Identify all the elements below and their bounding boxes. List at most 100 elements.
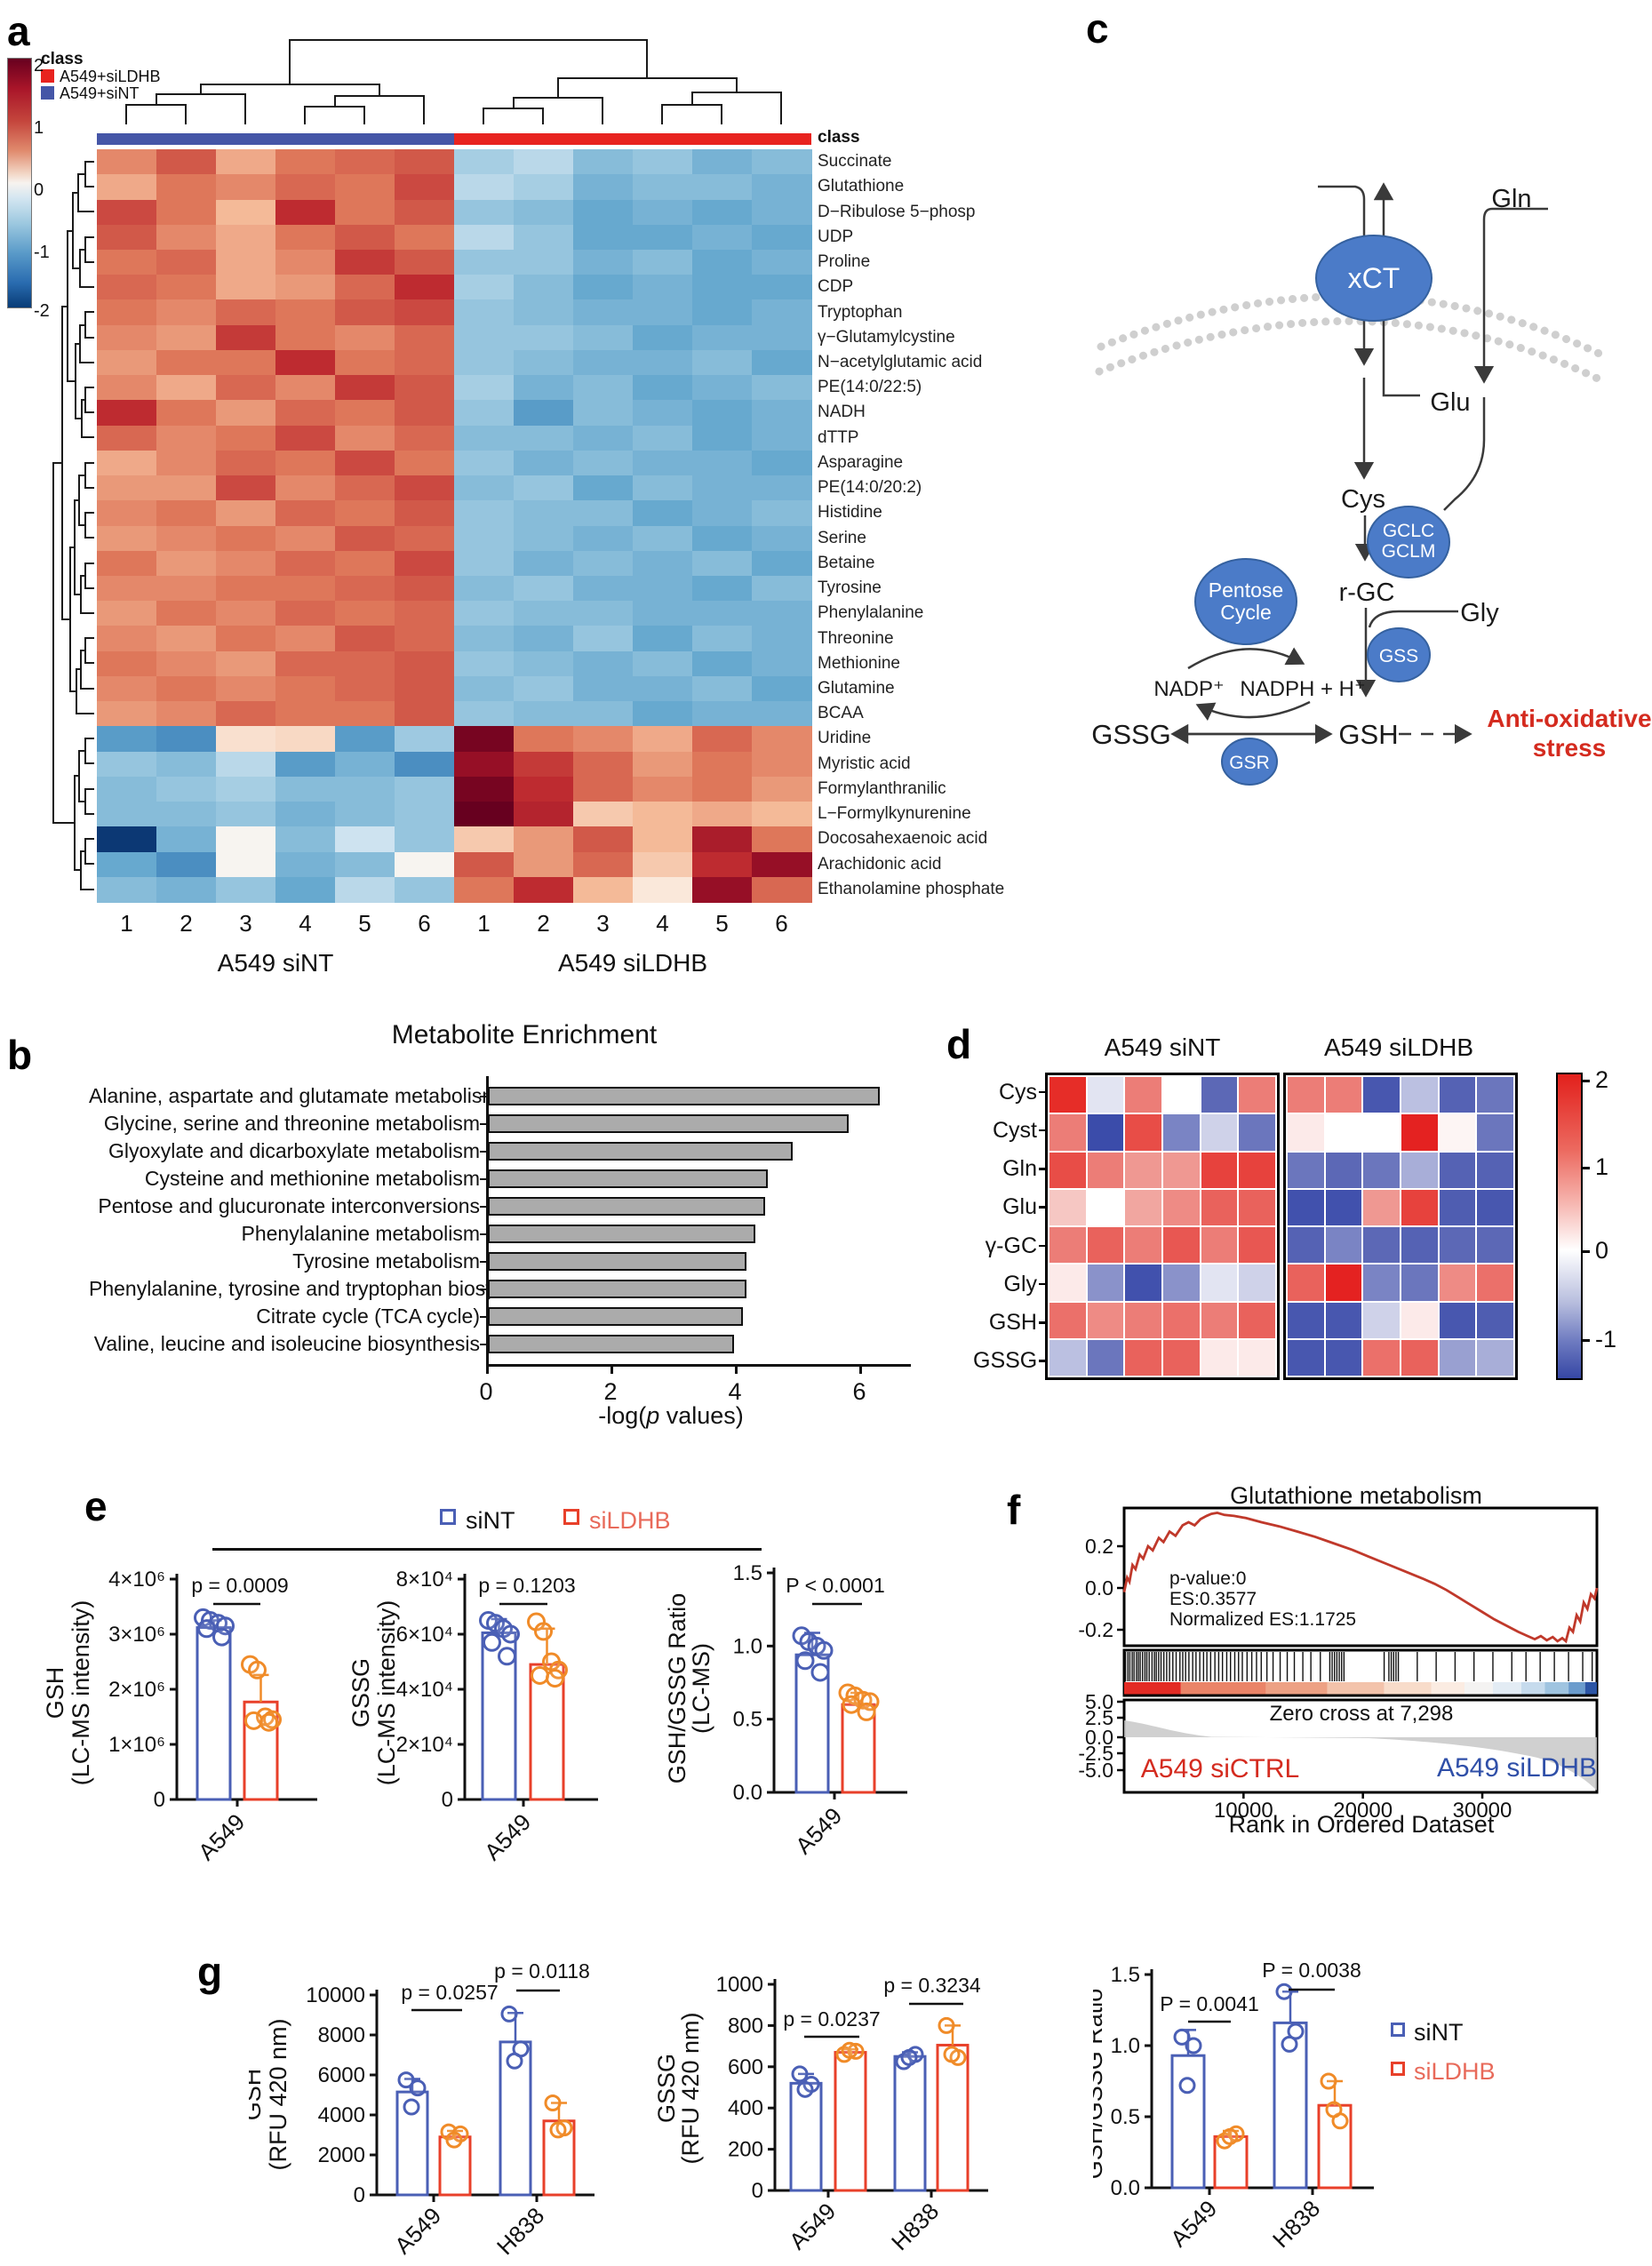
heatmap-d-cell [1325,1227,1362,1264]
heatmap-a-cell [216,525,276,552]
heatmap-a-cell [692,475,753,501]
svg-text:A549 siLDHB: A549 siLDHB [1437,1753,1597,1783]
heatmap-d-cell [1477,1189,1513,1225]
heatmap-d-cell [1239,1302,1275,1338]
heatmap-a-cell [275,751,336,778]
heatmap-a-col-number: 2 [180,910,193,937]
heatmap-a-cell [335,626,395,652]
panel-b-title: Metabolite Enrichment [391,1020,658,1049]
heatmap-a-cell [454,174,515,201]
legend-g-square-siNT [1391,2023,1405,2037]
colorbar-a-tick: 0 [34,180,44,200]
nadp-label: NADP⁺ [1153,677,1224,701]
heatmap-a-cell [514,876,574,903]
heatmap-a-cell [454,876,515,903]
heatmap-a-cell [335,851,395,878]
heatmap-d-cell [1125,1152,1161,1188]
heatmap-d-cell [1201,1339,1238,1376]
axis-row-tick [480,1205,486,1208]
heatmap-a-cell [692,626,753,652]
svg-text:400: 400 [728,2096,763,2120]
heatmap-a-cell [97,400,157,427]
heatmap-d-cell [1087,1152,1124,1188]
heatmap-a-cell [97,626,157,652]
b-x-tick [486,1366,489,1374]
heatmap-d-cell [1125,1227,1161,1264]
heatmap-a-cell [335,675,395,702]
heatmap-a-cell [216,650,276,677]
heatmap-a-row-label: N−acetylglutamic acid [818,352,983,371]
heatmap-d-cell [1087,1189,1124,1225]
heatmap-d-cell [1401,1265,1438,1301]
heatmap-a-cell [633,576,693,602]
heatmap-d-cell [1477,1302,1513,1338]
heatmap-a-cell [573,576,634,602]
heatmap-a-cell [633,826,693,853]
enrichment-category-label: Pentose and glucuronate interconversions [98,1194,480,1217]
heatmap-d-cell [1325,1265,1362,1301]
heatmap-a-cell [97,425,157,451]
heatmap-a-cell [514,475,574,501]
heatmap-a-cell [335,299,395,326]
heatmap-a-cell [395,500,455,527]
heatmap-a-cell [752,199,812,226]
heatmap-a-cell [395,626,455,652]
heatmap-a-col-number: 4 [299,910,312,937]
heatmap-d-cell [1239,1339,1275,1376]
heatmap-a-col-number: 6 [775,910,788,937]
heatmap-a-cell [454,626,515,652]
heatmap-a-cell [395,576,455,602]
heatmap-a-cell [752,576,812,602]
heatmap-a-cell [395,349,455,376]
heatmap-d-cell [1363,1302,1400,1338]
svg-text:H838: H838 [491,2202,549,2260]
heatmap-d-cell [1163,1265,1200,1301]
heatmap-a-cell [395,425,455,451]
heatmap-a-cell [573,199,634,226]
enrichment-category-label: Valine, leucine and isoleucine biosynthe… [93,1332,480,1355]
heatmap-a-cell [216,375,276,401]
heatmap-a-cell [395,475,455,501]
heatmap-d-row-label: GSH [988,1310,1037,1336]
heatmap-a-cell [573,224,634,251]
heatmap-a-cell [335,601,395,627]
heatmap-a-cell [335,174,395,201]
gclc-label: GCLC [1383,521,1434,541]
heatmap-a-cell [156,650,217,677]
heatmap-a-cell [752,275,812,301]
svg-text:(LC-MS intensity): (LC-MS intensity) [68,1600,94,1786]
heatmap-a-cell [692,802,753,827]
svg-text:Rank in Ordered Dataset: Rank in Ordered Dataset [1229,1811,1495,1838]
heatmap-a-cell [395,400,455,427]
heatmap-d-cell [1401,1077,1438,1113]
heatmap-a-col-number: 5 [358,910,371,937]
heatmap-d-row-tick [1039,1129,1045,1132]
heatmap-a-row-label: Uridine [818,729,872,748]
heatmap-a-cell [573,550,634,577]
heatmap-a-col-number: 3 [239,910,252,937]
heatmap-a-cell [156,349,217,376]
gly-label: Gly [1460,599,1499,627]
heatmap-a-cell [692,701,753,727]
heatmap-d-cell [1477,1152,1513,1188]
heatmap-d-cell [1163,1339,1200,1376]
heatmap-d-row-label: γ-GC [985,1233,1037,1258]
heatmap-d-block-siLDHB [1283,1073,1518,1380]
heatmap-a-cell [216,324,276,351]
heatmap-d-cell [1288,1302,1324,1338]
heatmap-a-row-label: Glutathione [818,177,905,196]
heatmap-d-cell [1087,1227,1124,1264]
svg-text:-0.2: -0.2 [1078,1618,1113,1641]
heatmap-a-cell [156,802,217,827]
heatmap-a-cell [633,802,693,827]
heatmap-a-cell [156,324,217,351]
heatmap-d-cell [1049,1265,1086,1301]
svg-text:P = 0.0038: P = 0.0038 [1262,1959,1361,1982]
heatmap-a-cell [216,174,276,201]
heatmap-d-cell [1163,1077,1200,1113]
enrichment-category-label: Alanine, aspartate and glutamate metabol… [89,1084,499,1107]
heatmap-a-cell [454,475,515,501]
svg-text:A549 siCTRL: A549 siCTRL [1141,1754,1299,1783]
heatmap-a-cell [395,299,455,326]
heatmap-a-row-label: PE(14:0/22:5) [818,378,922,397]
